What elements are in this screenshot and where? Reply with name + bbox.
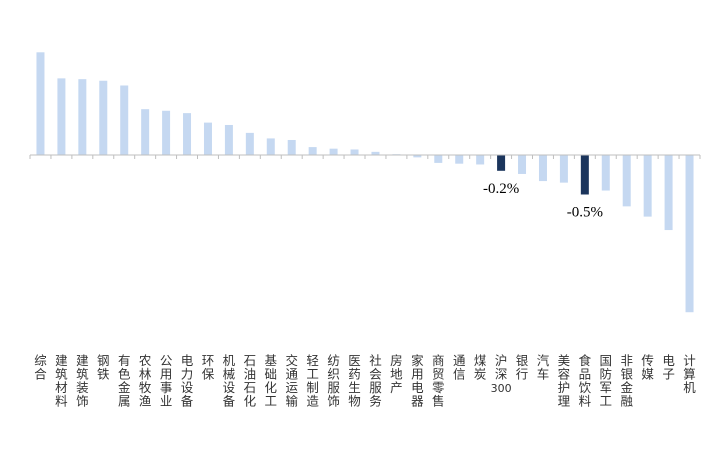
category-label: 综合 [34,353,47,382]
bar-2 [57,78,66,155]
category-labels-group: 综合建筑材料建筑装饰钢铁有色金属农林牧渔公用事业电力设备环保机械设备石油石化基础… [34,353,696,409]
bar-4 [99,80,108,155]
bar-24 [518,155,527,174]
bar-27 [580,155,589,195]
category-label: 食品饮料 [579,353,592,409]
bar-7 [162,110,171,155]
bars-group [36,52,694,313]
category-label: 机械设备 [223,353,236,409]
bar-16 [350,149,359,155]
category-label: 农林牧渔 [139,353,152,409]
category-label: 轻工制造 [306,353,319,409]
category-label: 非银金融 [620,353,633,409]
category-label: 房地产 [390,353,403,395]
category-label: 煤炭 [474,353,487,382]
bar-32 [685,155,694,313]
category-label: 汽车 [537,353,550,382]
x-axis-ticks [29,155,701,159]
bar-6 [141,109,150,155]
category-label: 交通运输 [285,353,298,409]
category-label: 美容护理 [558,353,571,409]
bar-28 [601,155,610,191]
bar-13 [287,139,296,155]
bar-23 [497,155,506,171]
category-label: 银行 [516,353,529,382]
bar-3 [78,79,87,155]
bar-12 [266,138,275,155]
bar-1 [36,52,45,155]
category-label: 建筑材料 [55,353,68,409]
category-label: 电子 [662,353,675,382]
data-labels-group: -0.2% -0.5% [483,181,603,221]
category-label: 计算机 [683,353,696,395]
category-label: 基础化工 [265,353,278,409]
bar-25 [538,155,547,182]
category-label: 家用电器 [411,353,424,409]
bar-10 [224,124,233,155]
bar-15 [329,148,338,155]
data-label: -0.2% [483,181,519,197]
bar-19 [413,155,422,158]
bar-11 [245,132,254,155]
bar-8 [183,113,192,155]
bar-17 [371,151,380,155]
bar-20 [434,155,443,163]
category-label: 环保 [202,353,215,382]
bar-26 [559,155,568,183]
bar-30 [643,155,652,217]
category-label: 电力设备 [181,353,194,409]
category-label: 传媒 [641,353,654,382]
category-label: 钢铁 [97,353,110,382]
bar-5 [120,85,129,155]
category-label: 通信 [453,353,466,382]
category-label: 社会服务 [369,353,382,409]
category-label: 商贸零售 [432,353,445,409]
category-label: 公用事业 [160,353,173,409]
bar-31 [664,155,673,231]
category-label: 纺织服饰 [327,353,340,409]
data-label: -0.5% [567,205,603,221]
bar-9 [203,122,212,155]
category-label: 国防军工 [600,353,613,409]
category-label: 沪深 300 [491,353,512,395]
category-label: 建筑装饰 [76,353,89,409]
bar-21 [455,155,464,164]
bar-14 [308,147,317,155]
category-label: 医药生物 [348,353,361,409]
category-label: 石油石化 [244,353,257,409]
bar-22 [476,155,485,165]
category-label: 有色金属 [118,353,131,409]
bar-29 [622,155,631,207]
